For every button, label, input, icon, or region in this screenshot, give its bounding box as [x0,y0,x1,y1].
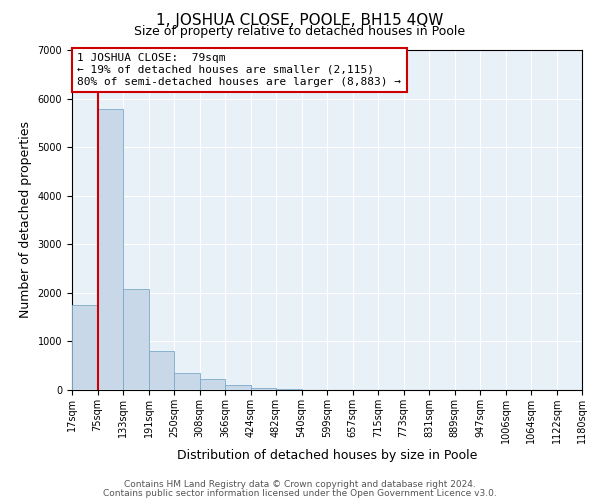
Y-axis label: Number of detached properties: Number of detached properties [19,122,32,318]
Bar [251,388,276,390]
Text: 1 JOSHUA CLOSE:  79sqm
← 19% of detached houses are smaller (2,115)
80% of semi-: 1 JOSHUA CLOSE: 79sqm ← 19% of detached … [77,54,401,86]
Bar [72,305,97,390]
Bar [123,290,149,390]
Bar [199,379,225,390]
Bar [149,351,174,390]
Text: Size of property relative to detached houses in Poole: Size of property relative to detached ho… [134,25,466,38]
X-axis label: Distribution of detached houses by size in Poole: Distribution of detached houses by size … [177,448,477,462]
Text: 1, JOSHUA CLOSE, POOLE, BH15 4QW: 1, JOSHUA CLOSE, POOLE, BH15 4QW [157,12,443,28]
Bar [276,388,302,390]
Bar [174,372,199,390]
Bar [97,110,123,390]
Bar [225,384,251,390]
Text: Contains public sector information licensed under the Open Government Licence v3: Contains public sector information licen… [103,488,497,498]
Text: Contains HM Land Registry data © Crown copyright and database right 2024.: Contains HM Land Registry data © Crown c… [124,480,476,489]
